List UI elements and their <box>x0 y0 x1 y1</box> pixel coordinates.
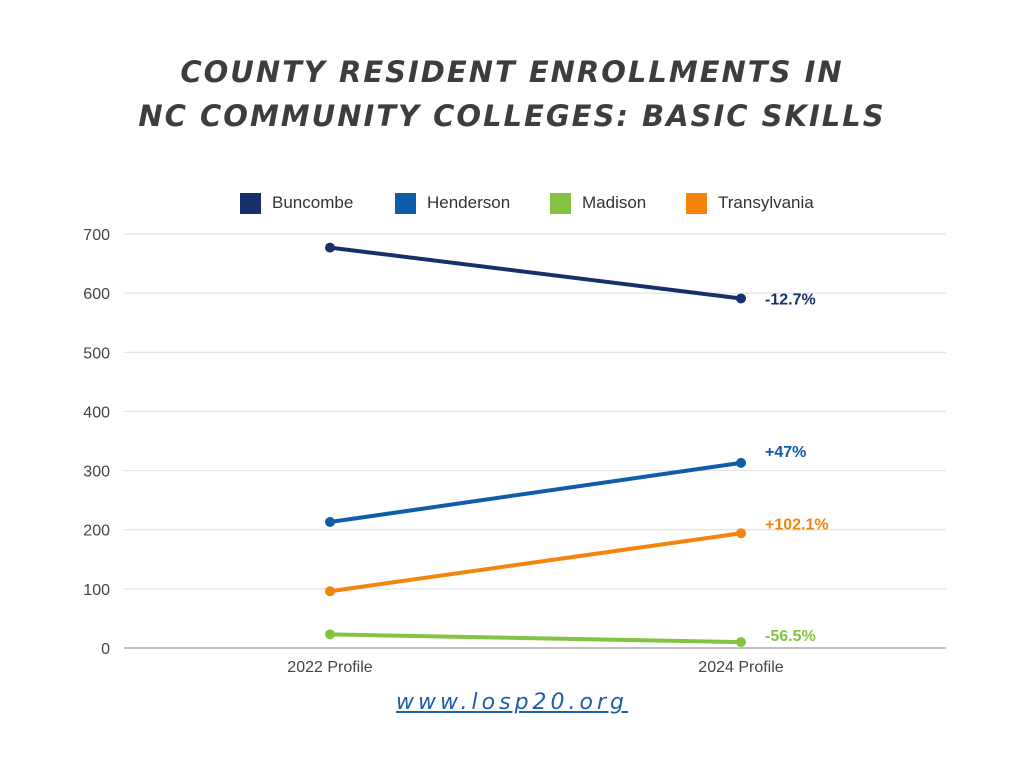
y-tick-label-200: 200 <box>83 523 110 540</box>
legend: Buncombe Henderson Madison Transylvania <box>240 193 814 214</box>
series-line-transylvania <box>328 531 743 594</box>
change-label-buncombe: -12.7% <box>765 291 816 308</box>
x-axis: 2022 Profile 2024 Profile <box>287 659 783 676</box>
legend-swatch-buncombe <box>240 193 261 214</box>
y-tick-label-600: 600 <box>83 286 110 303</box>
legend-swatch-transylvania <box>686 193 707 214</box>
series-line-henderson <box>328 460 743 525</box>
y-tick-label-700: 700 <box>83 227 110 244</box>
y-tick-label-100: 100 <box>83 582 110 599</box>
data-point-henderson-2 <box>736 457 746 468</box>
chart-title-line-1: COUNTY RESIDENT ENROLLMENTS IN <box>180 55 844 89</box>
legend-label-buncombe: Buncombe <box>272 193 353 212</box>
legend-label-madison: Madison <box>582 193 646 212</box>
legend-swatch-henderson <box>395 193 416 214</box>
series-henderson: +47% <box>325 444 806 528</box>
chart-title: COUNTY RESIDENT ENROLLMENTS IN NC COMMUN… <box>0 50 1024 138</box>
series-buncombe: -12.7% <box>325 242 816 308</box>
series-transylvania: +102.1% <box>325 516 829 597</box>
series-group: -12.7% +47% -56.5% +102.1% <box>325 242 829 648</box>
series-madison: -56.5% <box>325 628 816 648</box>
legend-label-henderson: Henderson <box>427 193 510 212</box>
legend-item-madison: Madison <box>550 193 646 214</box>
data-point-madison-1 <box>325 629 335 640</box>
gridlines <box>124 233 946 649</box>
change-label-henderson: +47% <box>765 444 806 461</box>
y-tick-label-300: 300 <box>83 464 110 481</box>
x-tick-label-2: 2024 Profile <box>698 659 783 676</box>
y-axis: 0 100 200 300 400 500 600 700 <box>83 227 110 658</box>
legend-swatch-madison <box>550 193 571 214</box>
y-tick-label-500: 500 <box>83 345 110 362</box>
change-label-madison: -56.5% <box>765 628 816 645</box>
data-point-buncombe-2 <box>736 293 746 304</box>
x-tick-label-1: 2022 Profile <box>287 659 372 676</box>
data-point-transylvania-2 <box>736 528 746 539</box>
legend-label-transylvania: Transylvania <box>718 193 814 212</box>
y-tick-label-0: 0 <box>101 641 110 658</box>
chart-title-line-2: NC COMMUNITY COLLEGES: BASIC SKILLS <box>138 99 886 133</box>
series-line-madison <box>328 632 743 645</box>
website-link[interactable]: www.losp20.org <box>395 690 629 715</box>
data-point-henderson-1 <box>325 517 335 528</box>
data-point-madison-2 <box>736 637 746 648</box>
legend-item-henderson: Henderson <box>395 193 510 214</box>
data-point-buncombe-1 <box>325 242 335 253</box>
data-point-transylvania-1 <box>325 586 335 597</box>
y-tick-label-400: 400 <box>83 404 110 421</box>
series-line-buncombe <box>328 245 743 301</box>
legend-item-buncombe: Buncombe <box>240 193 353 214</box>
legend-item-transylvania: Transylvania <box>686 193 814 214</box>
change-label-transylvania: +102.1% <box>765 516 829 533</box>
